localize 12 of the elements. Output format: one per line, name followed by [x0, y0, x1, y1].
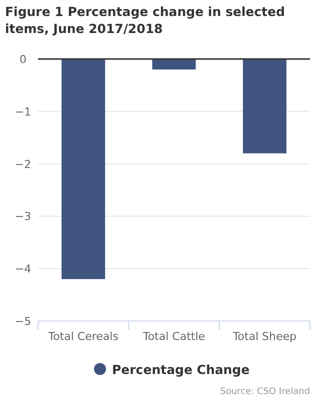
- x-tick-label: Total Cereals: [47, 330, 119, 343]
- y-tick-label: −5: [14, 315, 32, 328]
- legend-label: Percentage Change: [112, 362, 250, 377]
- chart-title: Figure 1 Percentage change in selected items, June 2017/2018: [5, 4, 285, 36]
- y-tick-label: −2: [14, 158, 32, 171]
- x-tick-label: Total Cattle: [142, 330, 206, 343]
- y-tick-label: 0: [20, 53, 26, 66]
- x-tick-label: Total Sheep: [232, 330, 297, 343]
- source-note: Source: CSO Ireland: [220, 387, 310, 397]
- y-tick-label: −3: [14, 210, 32, 224]
- y-tick-label: −4: [14, 262, 32, 276]
- y-tick-label: −1: [14, 105, 32, 118]
